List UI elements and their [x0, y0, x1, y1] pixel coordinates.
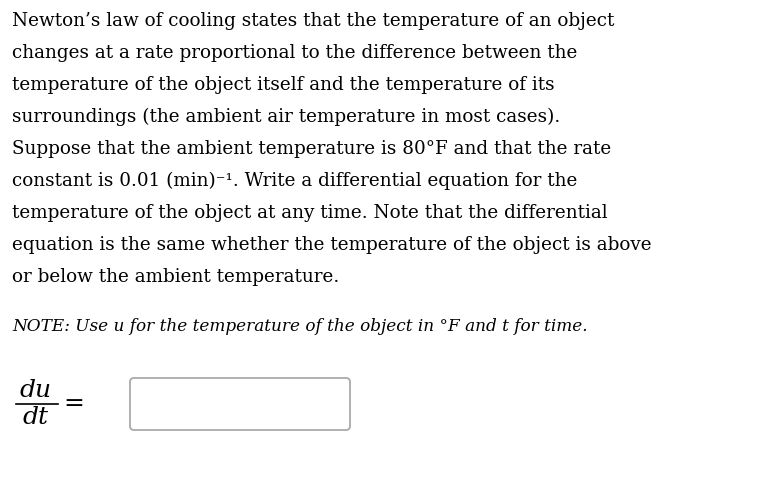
Text: temperature of the object itself and the temperature of its: temperature of the object itself and the… [12, 76, 554, 94]
Text: =: = [63, 392, 85, 416]
Text: Suppose that the ambient temperature is 80°F and that the rate: Suppose that the ambient temperature is … [12, 140, 612, 158]
Text: dt: dt [23, 406, 49, 429]
Text: surroundings (the ambient air temperature in most cases).: surroundings (the ambient air temperatur… [12, 108, 561, 126]
FancyBboxPatch shape [130, 378, 350, 430]
Text: NOTE: Use u for the temperature of the object in °F and t for time.: NOTE: Use u for the temperature of the o… [12, 318, 587, 335]
Text: constant is 0.01 (min)⁻¹. Write a differential equation for the: constant is 0.01 (min)⁻¹. Write a differ… [12, 172, 577, 190]
Text: equation is the same whether the temperature of the object is above: equation is the same whether the tempera… [12, 236, 651, 254]
Text: or below the ambient temperature.: or below the ambient temperature. [12, 268, 339, 286]
Text: changes at a rate proportional to the difference between the: changes at a rate proportional to the di… [12, 44, 577, 62]
Text: du: du [20, 379, 52, 402]
Text: Newton’s law of cooling states that the temperature of an object: Newton’s law of cooling states that the … [12, 12, 615, 30]
Text: temperature of the object at any time. Note that the differential: temperature of the object at any time. N… [12, 204, 608, 222]
